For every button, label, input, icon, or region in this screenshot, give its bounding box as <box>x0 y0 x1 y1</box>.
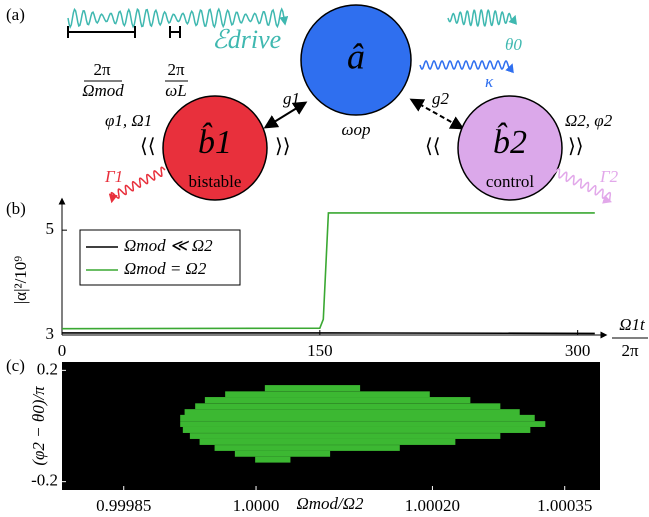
legend-label: Ωmod = Ω2 <box>124 259 207 278</box>
heatmap-cell <box>180 415 535 421</box>
mode-symbol: b̂2 <box>493 122 527 161</box>
oscillation-mark: ⟩⟩ <box>275 136 291 158</box>
x-tick-label: 1.00035 <box>537 496 592 515</box>
coupling-label: g2 <box>432 89 450 108</box>
y-axis-label: (φ2 − θ0)/π <box>29 386 48 466</box>
x-axis-label: Ωmod/Ω2 <box>296 494 364 513</box>
drive-label: ℰdrive <box>212 25 281 54</box>
heatmap-cell <box>185 409 520 415</box>
x-tick-label: 0 <box>58 341 67 360</box>
heatmap-cell <box>215 445 400 451</box>
y-tick-label: 0.2 <box>37 359 58 378</box>
mode-label: bistable <box>189 172 242 191</box>
y-tick-label: -0.2 <box>31 471 58 490</box>
charts: (b) 0 150 300 3 5 |α|²/10⁹ Ω1t 2π Ωmod ≪ Ω2 Ωmod =… <box>6 199 648 515</box>
loss-label: Γ1 <box>104 167 123 186</box>
y-axis-label: |α|²/10⁹ <box>11 256 30 305</box>
figure: (a) 2π Ωmod 2π ωL ℰdrive â ωop θ0 κ g1 g… <box>0 0 649 517</box>
x-tick-label: 300 <box>565 341 591 360</box>
x-tick-label: 0.99985 <box>96 496 151 515</box>
loss-label: Γ2 <box>599 167 619 186</box>
heatmap-cell <box>190 433 500 439</box>
x-axis-label: 2π <box>621 341 639 360</box>
loss-label: κ <box>485 72 494 91</box>
heatmap-cell <box>265 385 360 391</box>
panel-label: (c) <box>6 356 25 375</box>
fraction-bottom: Ωmod <box>82 81 124 100</box>
oscillation-mark: ⟩⟩ <box>568 136 584 158</box>
heatmap-cell <box>255 457 290 463</box>
heatmap-cell <box>225 391 430 397</box>
y-tick-label: 3 <box>46 324 55 343</box>
loss-wave <box>420 61 512 69</box>
panel-label: (b) <box>6 199 26 218</box>
x-tick-label: 1.0000 <box>233 496 280 515</box>
output-wave <box>448 10 515 26</box>
mode-label: ωop <box>341 120 370 139</box>
x-axis-label: Ω1t <box>619 315 646 334</box>
fraction-top: 2π <box>167 60 185 79</box>
diagram: (a) 2π Ωmod 2π ωL ℰdrive â ωop θ0 κ g1 g… <box>6 5 619 202</box>
x-tick-label: 150 <box>307 341 333 360</box>
mode-params: Ω2, φ2 <box>565 111 613 130</box>
mode-symbol: b̂1 <box>198 122 232 161</box>
mode-label: control <box>486 172 534 191</box>
fraction-bottom: ωL <box>165 81 186 100</box>
heatmap-cell <box>183 427 530 433</box>
legend-label: Ωmod ≪ Ω2 <box>124 236 213 255</box>
oscillation-mark: ⟨⟨ <box>140 136 156 158</box>
heatmap-cell <box>195 403 500 409</box>
mode-symbol: â <box>347 36 365 76</box>
heatmap-cell <box>180 421 545 427</box>
heatmap-cell <box>205 397 470 403</box>
mode-params: φ1, Ω1 <box>105 111 152 130</box>
oscillation-mark: ⟨⟨ <box>425 136 441 158</box>
phase-label: θ0 <box>505 35 522 54</box>
heatmap-cell <box>235 451 330 457</box>
fraction-top: 2π <box>93 60 111 79</box>
coupling-label: g1 <box>283 89 300 108</box>
x-tick-label: 1.00020 <box>405 496 460 515</box>
line <box>62 333 595 334</box>
y-tick-label: 5 <box>46 219 55 238</box>
heatmap-cell <box>200 439 456 445</box>
panel-label: (a) <box>6 5 25 24</box>
